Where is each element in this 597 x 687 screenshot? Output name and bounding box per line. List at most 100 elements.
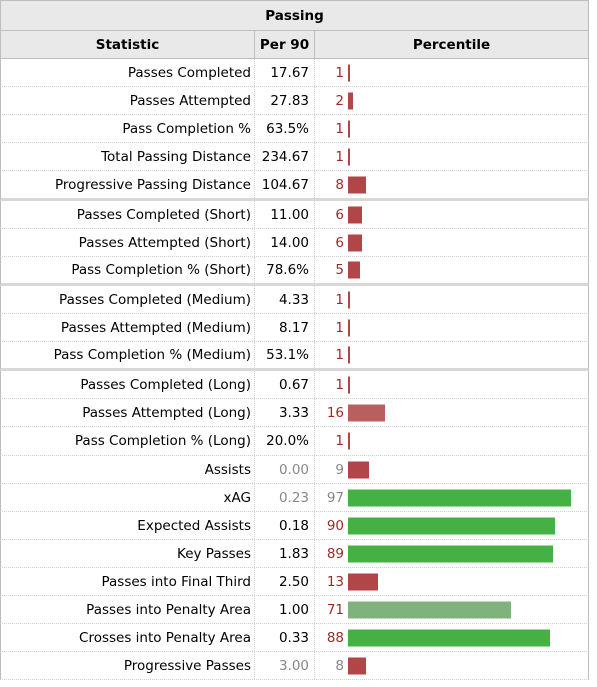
per90-value-cell: 0.23	[255, 484, 315, 511]
per90-value-cell: 8.17	[255, 314, 315, 341]
stat-name-cell: Passes Attempted (Short)	[1, 229, 255, 256]
stat-name-cell: Assists	[1, 456, 255, 483]
header-statistic[interactable]: Statistic	[1, 31, 255, 58]
percentile-bar	[348, 120, 350, 137]
percentile-cell: 1	[315, 371, 588, 398]
percentile-cell: 6	[315, 201, 588, 228]
stat-name-cell: Progressive Passing Distance	[1, 171, 255, 198]
passing-stats-table: Passing Statistic Per 90 Percentile Pass…	[0, 0, 589, 680]
per90-value-cell: 63.5%	[255, 115, 315, 142]
percentile-cell: 1	[315, 143, 588, 170]
percentile-cell: 89	[315, 540, 588, 567]
percentile-cell: 1	[315, 342, 588, 368]
table-body: Passes Completed 17.67 1 Passes Attempted 27…	[0, 59, 589, 680]
percentile-bar	[348, 489, 571, 506]
table-row: Passes Completed 17.67 1	[0, 59, 589, 87]
percentile-value: 88	[326, 629, 344, 646]
stat-name-cell: Passes Attempted	[1, 87, 255, 114]
table-row: Crosses into Penalty Area 0.33 88	[0, 624, 589, 652]
percentile-bar	[348, 404, 385, 421]
table-row: Passes Attempted 27.83 2	[0, 87, 589, 115]
per90-value-cell: 2.50	[255, 568, 315, 595]
table-row: Pass Completion % (Medium) 53.1% 1	[0, 342, 589, 371]
table-row: Pass Completion % (Long) 20.0% 1	[0, 427, 589, 456]
stat-name-cell: Passes Completed (Long)	[1, 371, 255, 398]
percentile-bar	[348, 148, 350, 165]
percentile-bar	[348, 176, 366, 193]
percentile-bar	[348, 319, 350, 336]
per90-value-cell: 3.00	[255, 652, 315, 679]
per90-value-cell: 104.67	[255, 171, 315, 198]
per90-value-cell: 27.83	[255, 87, 315, 114]
percentile-value: 71	[326, 601, 344, 618]
per90-value-cell: 78.6%	[255, 257, 315, 283]
stat-name-cell: Passes Completed	[1, 59, 255, 86]
table-row: Passes into Final Third 2.50 13	[0, 568, 589, 596]
table-row: Passes into Penalty Area 1.00 71	[0, 596, 589, 624]
percentile-cell: 9	[315, 456, 588, 483]
percentile-bar	[348, 432, 350, 450]
percentile-value: 6	[335, 234, 344, 251]
percentile-bar	[348, 346, 350, 364]
header-per90[interactable]: Per 90	[255, 31, 315, 58]
percentile-value: 90	[326, 517, 344, 534]
per90-value-cell: 20.0%	[255, 427, 315, 455]
table-row: Progressive Passing Distance 104.67 8	[0, 171, 589, 201]
percentile-value: 13	[326, 573, 344, 590]
per90-value-cell: 3.33	[255, 399, 315, 426]
table-row: Pass Completion % 63.5% 1	[0, 115, 589, 143]
table-title: Passing	[0, 0, 589, 30]
percentile-value: 1	[335, 319, 344, 336]
percentile-value: 16	[326, 404, 344, 421]
percentile-value: 1	[335, 120, 344, 137]
stat-name-cell: Expected Assists	[1, 512, 255, 539]
stat-name-cell: Passes Attempted (Long)	[1, 399, 255, 426]
percentile-cell: 2	[315, 87, 588, 114]
percentile-bar	[348, 517, 555, 534]
stat-name-cell: Crosses into Penalty Area	[1, 624, 255, 651]
percentile-value: 1	[335, 291, 344, 308]
percentile-bar	[348, 234, 362, 251]
percentile-cell: 6	[315, 229, 588, 256]
stat-name-cell: Progressive Passes	[1, 652, 255, 679]
percentile-bar	[348, 629, 550, 646]
table-row: Total Passing Distance 234.67 1	[0, 143, 589, 171]
percentile-value: 2	[335, 92, 344, 109]
percentile-cell: 71	[315, 596, 588, 623]
stat-name-cell: xAG	[1, 484, 255, 511]
table-header-row: Statistic Per 90 Percentile	[0, 30, 589, 59]
percentile-bar	[348, 92, 353, 109]
percentile-cell: 1	[315, 286, 588, 313]
table-row: Expected Assists 0.18 90	[0, 512, 589, 540]
stat-name-cell: Pass Completion % (Medium)	[1, 342, 255, 368]
table-row: Assists 0.00 9	[0, 456, 589, 484]
percentile-value: 1	[335, 376, 344, 393]
percentile-value: 8	[335, 176, 344, 193]
stat-name-cell: Passes Completed (Medium)	[1, 286, 255, 313]
percentile-value: 6	[335, 206, 344, 223]
per90-value-cell: 17.67	[255, 59, 315, 86]
percentile-bar	[348, 461, 369, 478]
header-percentile[interactable]: Percentile	[412, 36, 491, 53]
table-row: Key Passes 1.83 89	[0, 540, 589, 568]
percentile-value: 1	[335, 433, 344, 449]
percentile-bar	[348, 573, 378, 590]
percentile-bar	[348, 261, 360, 279]
per90-value-cell: 0.33	[255, 624, 315, 651]
stat-name-cell: Pass Completion % (Short)	[1, 257, 255, 283]
per90-value-cell: 1.83	[255, 540, 315, 567]
per90-value-cell: 0.00	[255, 456, 315, 483]
per90-value-cell: 11.00	[255, 201, 315, 228]
percentile-value: 5	[335, 262, 344, 278]
table-row: xAG 0.23 97	[0, 484, 589, 512]
per90-value-cell: 234.67	[255, 143, 315, 170]
table-row: Passes Attempted (Long) 3.33 16	[0, 399, 589, 427]
percentile-cell: 1	[315, 314, 588, 341]
percentile-cell: 8	[315, 652, 588, 679]
table-row: Passes Completed (Medium) 4.33 1	[0, 286, 589, 314]
percentile-value: 8	[335, 657, 344, 674]
stat-name-cell: Pass Completion %	[1, 115, 255, 142]
percentile-bar	[348, 601, 511, 618]
percentile-cell: 1	[315, 59, 588, 86]
table-row: Pass Completion % (Short) 78.6% 5	[0, 257, 589, 286]
